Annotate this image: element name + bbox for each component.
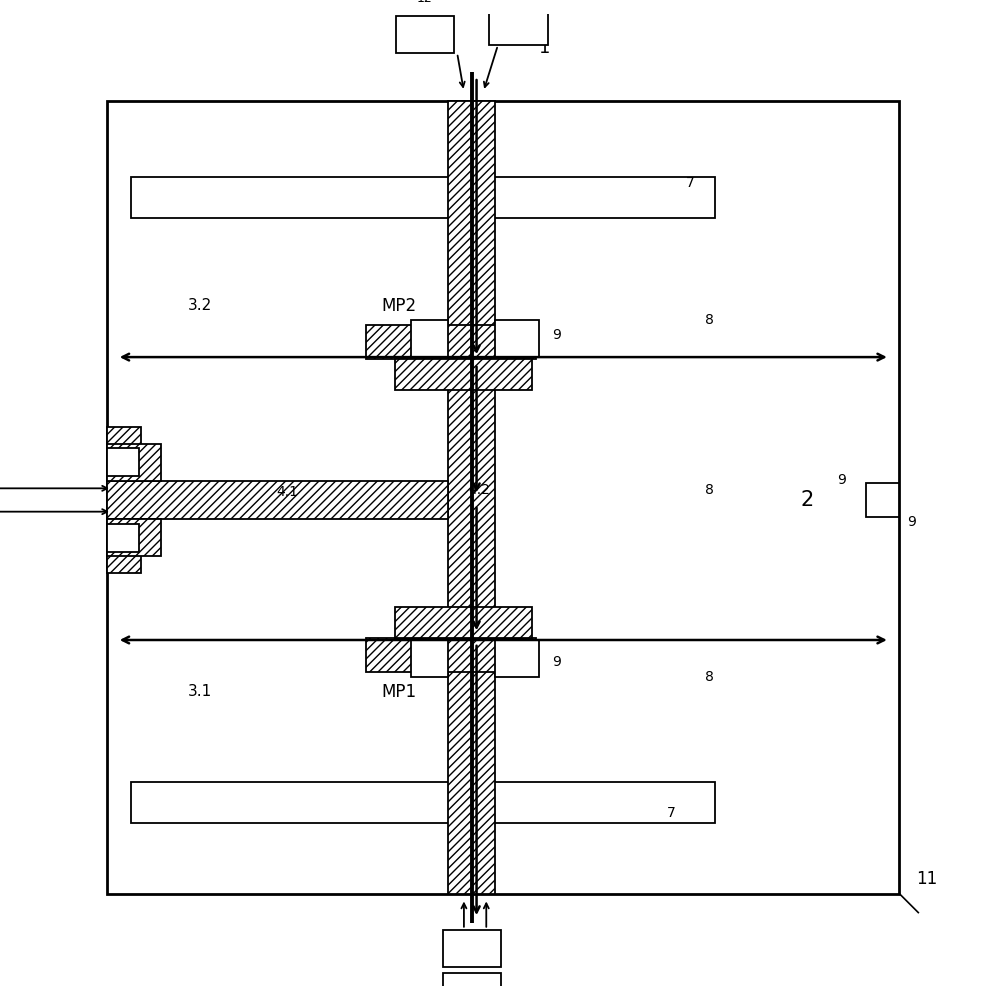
- Text: 9: 9: [907, 515, 916, 529]
- Text: 4.2: 4.2: [468, 483, 490, 497]
- Text: 9: 9: [152, 525, 161, 539]
- Bar: [395, 359, 533, 390]
- Text: 4.1: 4.1: [276, 485, 298, 499]
- Bar: [442, 930, 501, 967]
- Bar: [107, 519, 141, 573]
- Text: 8: 8: [705, 483, 714, 497]
- Text: 9: 9: [152, 461, 161, 475]
- Text: 9: 9: [553, 655, 561, 669]
- Text: 7: 7: [686, 176, 694, 190]
- Bar: [107, 524, 139, 552]
- Text: 9: 9: [837, 473, 846, 487]
- Bar: [412, 320, 448, 357]
- Bar: [107, 448, 139, 476]
- Text: 12: 12: [418, 0, 433, 5]
- Text: 9: 9: [380, 328, 389, 342]
- Bar: [107, 481, 448, 519]
- Text: 11: 11: [916, 870, 937, 888]
- Bar: [442, 973, 501, 1000]
- Bar: [131, 177, 714, 218]
- Text: 1: 1: [539, 39, 551, 57]
- Text: 7: 7: [667, 806, 676, 820]
- Bar: [131, 782, 714, 823]
- Bar: [448, 101, 495, 894]
- Bar: [412, 640, 448, 677]
- Text: MP1: MP1: [381, 683, 417, 701]
- Text: 2: 2: [801, 490, 813, 510]
- Text: 9: 9: [380, 655, 389, 669]
- Bar: [366, 638, 537, 672]
- Text: MP2: MP2: [381, 297, 417, 315]
- Text: 8: 8: [705, 313, 714, 327]
- Text: 3.1: 3.1: [187, 684, 211, 699]
- Text: 3.2: 3.2: [187, 298, 211, 313]
- Text: 9: 9: [553, 328, 561, 342]
- Text: 8: 8: [705, 670, 714, 684]
- Bar: [495, 320, 540, 357]
- Text: 12: 12: [464, 975, 479, 988]
- Bar: [866, 483, 900, 517]
- Bar: [107, 427, 141, 481]
- Bar: [366, 325, 537, 359]
- Bar: [107, 519, 161, 556]
- Bar: [395, 607, 533, 638]
- Bar: [495, 640, 540, 677]
- Bar: [107, 444, 161, 481]
- Bar: [107, 101, 900, 894]
- Bar: [396, 16, 454, 53]
- Bar: [489, 8, 548, 45]
